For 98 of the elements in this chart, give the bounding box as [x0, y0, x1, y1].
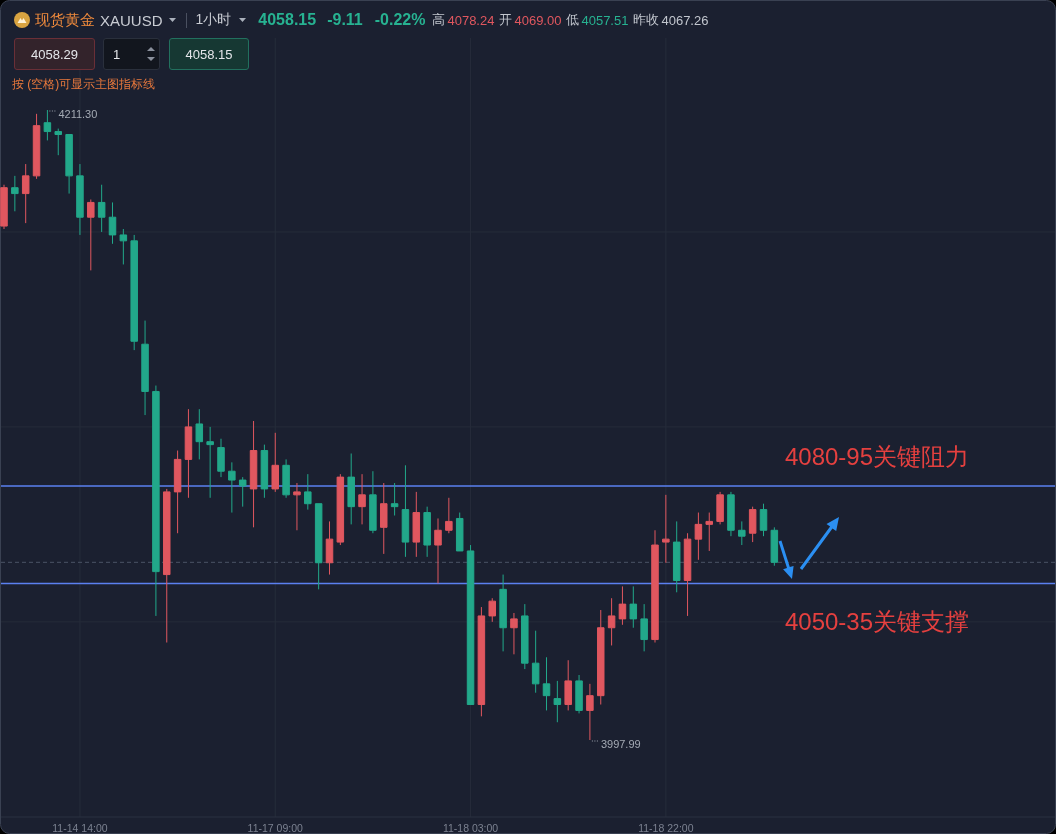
x-tick-label: 11-17 09:00: [247, 822, 304, 834]
candlestick: [304, 473, 312, 511]
text: 4069.00: [514, 12, 562, 28]
candlestick: [542, 656, 551, 711]
candlestick: [260, 444, 269, 499]
candlestick: [564, 659, 572, 711]
candlestick: [434, 517, 442, 584]
candlestick: [336, 473, 345, 546]
candlestick: [672, 520, 681, 593]
candlestick: [466, 544, 475, 706]
candlestick: [314, 503, 323, 590]
x-tick-label: 11-18 22:00: [638, 822, 694, 834]
candlestick: [759, 503, 768, 537]
candlestick: [727, 491, 735, 537]
candlestick: [586, 683, 594, 741]
candlestick: [553, 680, 562, 723]
candlestick: [607, 597, 616, 646]
candlestick: [152, 385, 160, 617]
candlestick: [358, 473, 366, 525]
candlestick: [108, 201, 117, 245]
candlestick: [380, 482, 388, 555]
candlestick: [249, 420, 258, 528]
ref-line-label: 4050-35关键支撑: [784, 607, 970, 635]
candlestick: [21, 163, 30, 224]
candlestick: [43, 109, 52, 141]
ref-line-label: 4080-95关键阻力: [784, 443, 970, 471]
candlestick: [716, 491, 724, 525]
candlestick: [748, 506, 757, 543]
text: 高: [432, 11, 446, 29]
candlestick: [271, 432, 280, 493]
text: 4067.26: [661, 12, 709, 28]
candlestick: [738, 520, 746, 546]
candlestick: [195, 408, 204, 460]
candlestick: [282, 458, 290, 499]
candlestick: [683, 532, 692, 617]
candlestick: [618, 585, 627, 626]
candlestick: [54, 128, 63, 156]
candlestick: [0, 184, 8, 230]
candlestick: [130, 234, 138, 351]
candlestick: [694, 512, 703, 561]
candlestick: [575, 674, 583, 714]
candlestick: [521, 603, 529, 670]
text: 3997.99: [600, 738, 641, 750]
chart-title: 现货黄金: [35, 10, 95, 30]
candlestick: [184, 408, 193, 499]
candlestick: [401, 464, 410, 558]
candlestick: [423, 506, 431, 558]
candlestick: [510, 612, 518, 655]
candlestick: [217, 438, 225, 478]
candlestick: [65, 134, 73, 195]
candlestick: [640, 603, 648, 652]
candlestick: [163, 488, 171, 644]
candlestick: [347, 452, 355, 525]
candlestick: [390, 482, 399, 517]
text: 按 (空格)可显示主图指标线: [12, 76, 156, 93]
text: 4057.51: [581, 12, 629, 28]
candlestick: [228, 461, 236, 514]
candlestick: [238, 476, 247, 508]
text: 低: [566, 11, 580, 29]
candlestick: [662, 494, 670, 564]
candlestick: [76, 163, 84, 236]
candlestick: [499, 574, 507, 652]
candlestick: [87, 198, 95, 271]
text: 昨收: [633, 11, 660, 29]
price-box: 4058.15: [169, 38, 249, 70]
chart-subtitle: XAUUSD: [100, 11, 163, 29]
text: -9.11: [327, 11, 363, 29]
candlestick: [477, 606, 486, 717]
text: 4058.15: [258, 11, 317, 29]
candlestick: [705, 512, 714, 552]
price-box: 4058.29: [14, 38, 95, 70]
candlestick: [445, 497, 453, 534]
candlestick: [488, 597, 497, 623]
text: -0.22%: [374, 11, 426, 29]
text: 开: [499, 11, 513, 29]
candlestick: [651, 529, 659, 644]
candlestick: [11, 175, 19, 212]
x-tick-label: 11-18 03:00: [442, 822, 499, 834]
quantity-box: 1: [103, 38, 160, 70]
text: 4211.30: [58, 108, 98, 120]
candlestick: [119, 228, 128, 265]
candlestick: [141, 320, 149, 416]
candlestick: [32, 113, 41, 180]
candlestick: [629, 585, 638, 629]
candlestick: [412, 491, 421, 558]
candlestick: [770, 526, 779, 567]
candlestick: [597, 609, 605, 706]
candlestick: [293, 482, 301, 531]
candlestick: [173, 450, 182, 534]
candlestick: [206, 426, 214, 499]
x-tick-label: 11-14 14:00: [52, 822, 108, 834]
text: 1小时: [195, 11, 232, 29]
text: 4078.24: [447, 12, 495, 28]
candlestick: [531, 630, 540, 694]
candlestick: [97, 184, 106, 233]
candlestick: [325, 520, 334, 576]
candlestick: [369, 470, 377, 534]
candlestick: [455, 512, 464, 552]
